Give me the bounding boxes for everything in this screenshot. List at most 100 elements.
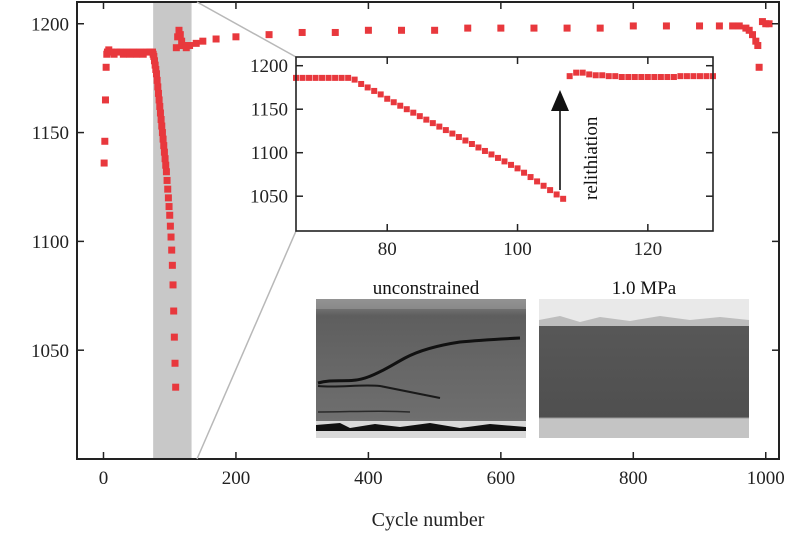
- main-y-tick-label: 1150: [32, 123, 69, 144]
- main-data-point: [662, 22, 670, 30]
- main-x-tick-label: 400: [354, 468, 383, 489]
- inset-data-point: [644, 74, 651, 81]
- main-data-point: [164, 185, 172, 193]
- main-data-point: [160, 142, 168, 150]
- micrographs: unconstrained 1.0 MPa: [316, 278, 749, 438]
- main-data-point: [165, 203, 173, 211]
- inset-data-point: [670, 74, 677, 81]
- inset-data-point: [319, 74, 326, 81]
- main-data-point: [199, 37, 207, 45]
- inset-data-point: [508, 161, 515, 168]
- inset-data-point: [683, 73, 690, 80]
- main-data-point: [735, 22, 743, 30]
- inset-data-point: [325, 74, 332, 81]
- main-data-point: [178, 37, 186, 45]
- inset-data-point: [462, 137, 469, 144]
- main-x-axis: 0 200 400 600 800 1000: [99, 2, 785, 489]
- main-x-tick-label: 200: [222, 468, 251, 489]
- main-data-point: [152, 65, 160, 73]
- main-data-point: [168, 246, 176, 254]
- inset-data-point: [481, 147, 488, 154]
- inset-data-point: [547, 187, 554, 194]
- main-data-point: [172, 44, 180, 52]
- main-data-point: [729, 22, 737, 30]
- inset-data-point: [423, 116, 430, 123]
- inset-data-point: [442, 127, 449, 134]
- main-data-point: [167, 233, 175, 241]
- main-data-point: [153, 76, 161, 84]
- main-x-axis-title: Cycle number: [372, 509, 485, 531]
- main-data-point: [696, 22, 704, 30]
- inset-data-point: [651, 74, 658, 81]
- main-y-tick-label: 1050: [31, 341, 69, 362]
- main-data-point: [160, 148, 168, 156]
- inset-x-tick-label: 120: [634, 239, 663, 260]
- main-data-point: [150, 52, 158, 60]
- main-data-point: [166, 211, 174, 219]
- main-y-axis: 1050 1100 1150 1200: [31, 14, 779, 362]
- inset-data-point: [332, 74, 339, 81]
- inset-data-point: [299, 74, 306, 81]
- inset-data-point: [625, 74, 632, 81]
- inset-data-point: [358, 80, 365, 87]
- inset-data-point: [345, 74, 352, 81]
- main-x-tick-label: 1000: [747, 468, 785, 489]
- main-data-point: [164, 194, 172, 202]
- micrograph-left-label: unconstrained: [373, 278, 480, 299]
- inset-data-point: [416, 113, 423, 120]
- inset-data-point: [501, 158, 508, 165]
- inset-data-point: [605, 73, 612, 80]
- main-y-tick-label: 1100: [32, 232, 69, 253]
- main-data-point: [497, 24, 505, 32]
- main-data-point: [154, 89, 162, 97]
- inset-data-point: [566, 73, 573, 80]
- inset-y-tick-label: 1100: [251, 143, 288, 164]
- inset-data-point: [410, 109, 417, 116]
- main-data-point: [755, 63, 763, 71]
- inset-data-point: [371, 87, 378, 94]
- inset-data-point: [377, 91, 384, 98]
- main-data-point: [156, 109, 164, 117]
- inset-data-point: [436, 123, 443, 130]
- inset-data-point: [612, 73, 619, 80]
- main-data-point: [175, 26, 183, 34]
- inset-data-point: [521, 169, 528, 176]
- main-data-point: [563, 24, 571, 32]
- main-y-tick-label: 1200: [31, 14, 69, 35]
- inset-data-point: [657, 74, 664, 81]
- inset-data-point: [449, 130, 456, 137]
- main-data-point: [398, 26, 406, 34]
- inset-plot-frame: [295, 56, 714, 232]
- relithiation-label: relithiation: [581, 116, 602, 200]
- main-plot-frame: [76, 1, 780, 460]
- main-data-point: [464, 24, 472, 32]
- inset-data-point: [475, 144, 482, 151]
- inset-data-point: [690, 73, 697, 80]
- inset-data-point: [534, 178, 541, 185]
- main-data-point: [100, 159, 108, 167]
- inset-data-point: [579, 69, 586, 76]
- inset-data-point: [540, 182, 547, 189]
- inset-data-point: [599, 72, 606, 79]
- inset-data-point: [403, 106, 410, 113]
- inset-y-tick-label: 1150: [251, 100, 288, 121]
- inset-data-point: [618, 74, 625, 81]
- main-x-tick-label: 0: [99, 468, 109, 489]
- inset-data-point: [488, 151, 495, 158]
- main-data-point: [169, 281, 177, 289]
- main-data-point: [152, 70, 160, 78]
- main-data-point: [431, 26, 439, 34]
- main-data-point: [186, 42, 194, 50]
- zoom-connector-bottom: [196, 230, 297, 460]
- zoom-connector-top: [196, 1, 297, 58]
- main-data-point: [629, 22, 637, 30]
- main-data-point: [101, 96, 109, 104]
- main-data-point: [170, 307, 178, 315]
- inset-data-point: [397, 102, 404, 109]
- inset-data-point: [586, 71, 593, 78]
- inset-x-tick-label: 100: [503, 239, 532, 260]
- main-data-point: [172, 383, 180, 391]
- inset-y-tick-label: 1050: [250, 187, 288, 208]
- main-data-point: [101, 137, 109, 145]
